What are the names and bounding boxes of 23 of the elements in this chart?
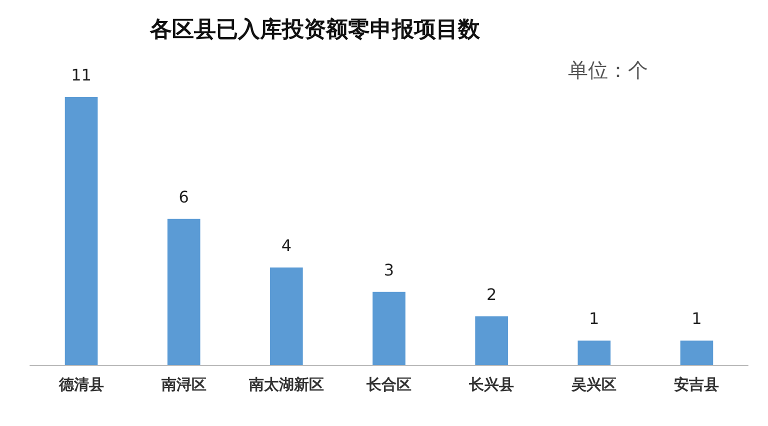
chart-title: 各区县已入库投资额零申报项目数 [149, 16, 481, 42]
bar [475, 316, 508, 365]
bar [167, 218, 200, 365]
x-tick-label: 南太湖新区 [248, 376, 324, 394]
data-label: 3 [384, 260, 394, 280]
data-label: 1 [692, 309, 702, 328]
text: 单位：个 [568, 58, 648, 82]
bar [680, 340, 714, 365]
bar [270, 268, 303, 365]
data-label: 2 [486, 284, 497, 304]
x-tick-label: 长合区 [366, 376, 412, 394]
data-label: 4 [281, 236, 292, 256]
x-tick-label: 吴兴区 [570, 376, 617, 394]
bar [578, 340, 611, 365]
data-label: 1 [589, 309, 600, 328]
x-tick-label: 南浔区 [160, 376, 206, 394]
data-label: 6 [178, 187, 189, 206]
bar [64, 97, 98, 365]
x-tick-label: 德清县 [58, 376, 104, 394]
x-tick-label: 长兴县 [468, 376, 514, 394]
data-label: 11 [71, 66, 92, 84]
bar [372, 292, 406, 365]
x-tick-label: 安吉县 [674, 376, 720, 394]
